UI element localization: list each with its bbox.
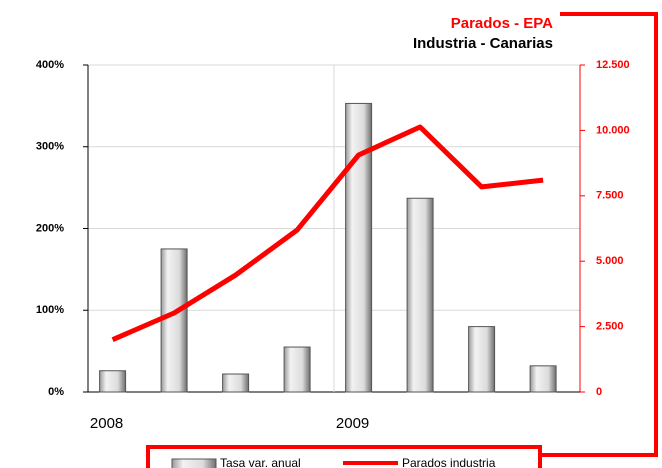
y2-tick-label: 12.500: [596, 59, 630, 71]
frame: [540, 12, 658, 457]
y2-tick-label: 10.000: [596, 124, 630, 136]
bar: [283, 346, 311, 393]
x-tick-label: 2008: [90, 415, 123, 432]
x-tick-label: 2009: [336, 415, 369, 432]
y-tick-label: 300%: [36, 141, 64, 153]
legend-label: Parados industria: [402, 456, 496, 468]
y2-tick-label: 2.500: [596, 321, 624, 333]
bar: [406, 197, 434, 393]
y-tick-label: 200%: [36, 222, 64, 234]
legend-swatch: [171, 458, 217, 468]
line: [111, 124, 544, 342]
chart-subtitle: Industria - Canarias: [413, 35, 553, 52]
bar: [345, 102, 373, 393]
bar: [99, 370, 127, 393]
y-tick-label: 400%: [36, 59, 64, 71]
y2-tick-label: 0: [596, 386, 602, 398]
y-tick-label: 100%: [36, 304, 64, 316]
y2-tick-label: 5.000: [596, 255, 624, 267]
legend-label: Tasa var. anual: [220, 456, 301, 468]
chart-title: Parados - EPA: [451, 15, 553, 32]
bar: [160, 248, 188, 393]
bar: [468, 326, 496, 393]
y2-tick-label: 7.500: [596, 190, 624, 202]
legend-box: [146, 445, 542, 468]
bar: [529, 365, 557, 393]
bar: [222, 373, 250, 393]
y-tick-label: 0%: [48, 386, 64, 398]
